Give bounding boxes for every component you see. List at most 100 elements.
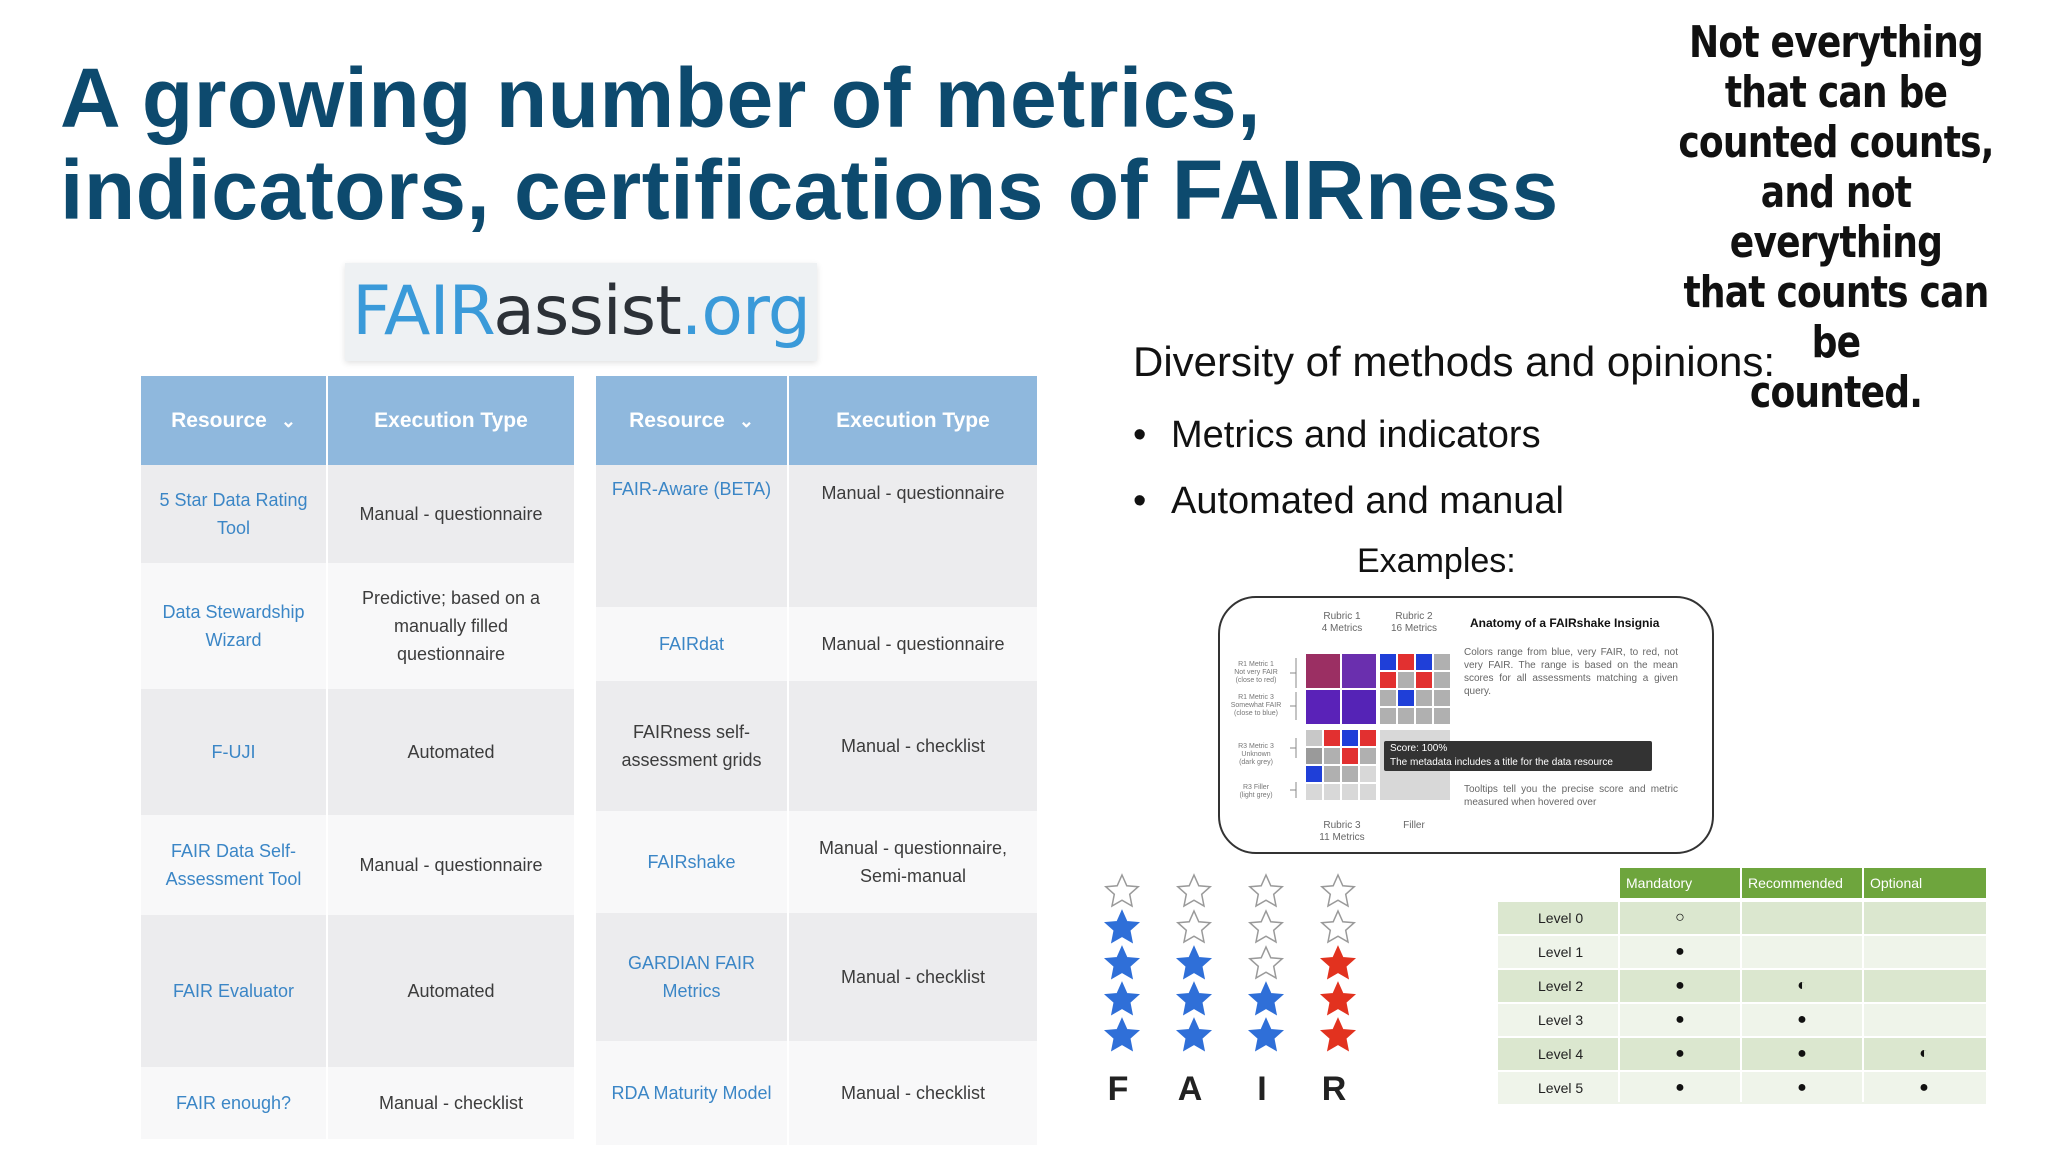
- level-label: Level 2: [1538, 978, 1584, 994]
- empty-star-icon: [1321, 910, 1355, 943]
- header-label: Execution Type: [836, 408, 990, 432]
- resource-link[interactable]: RDA Maturity Model: [596, 1041, 789, 1145]
- metric-label: R3 Metric 3 Unknown (dark grey): [1238, 743, 1274, 766]
- column-header-resource[interactable]: Resource ⌄: [141, 376, 328, 465]
- resource-table-right: Resource ⌄ Execution Type FAIR-Aware (BET…: [596, 376, 1039, 1145]
- column-header-resource[interactable]: Resource ⌄: [596, 376, 789, 465]
- filled-star-icon: [1177, 946, 1211, 979]
- diversity-heading: Diversity of methods and opinions:: [1133, 338, 1775, 385]
- resource-link[interactable]: FAIRdat: [596, 607, 789, 681]
- resource-link[interactable]: FAIRshake: [596, 811, 789, 913]
- insignia-tooltip-description: Tooltips tell you the precise score and …: [1464, 784, 1678, 808]
- table-row: FAIR Evaluator Automated: [141, 915, 576, 1067]
- quote-line: that counts can be: [1683, 267, 1989, 368]
- empty-star-icon: [1249, 910, 1283, 943]
- empty-star-icon: [1105, 874, 1139, 907]
- levels-row: Level 1 ●: [1498, 936, 1986, 968]
- levels-header-recommended: Recommended: [1742, 868, 1862, 898]
- quote-line: that can be: [1724, 67, 1948, 118]
- bullet-dot: •: [1133, 414, 1147, 456]
- metric-label: R1 Metric 3 Somewhat FAIR (close to blue…: [1230, 694, 1282, 717]
- header-label: Execution Type: [374, 408, 528, 432]
- execution-type: Predictive; based on a manually filled q…: [327, 563, 576, 689]
- mandatory-mark: ●: [1675, 1079, 1685, 1096]
- logo-part: .org: [680, 272, 811, 351]
- header-label: Resource: [629, 408, 725, 432]
- table-row: FAIR enough? Manual - checklist: [141, 1067, 576, 1139]
- level-label: Level 3: [1538, 1012, 1584, 1028]
- metric-label: R1 Metric 1 Not very FAIR (close to red): [1234, 661, 1278, 684]
- insignia-graphic: [1290, 654, 1450, 800]
- insignia-panel: [1218, 596, 1714, 854]
- resource-link[interactable]: FAIR Evaluator: [141, 915, 328, 1067]
- fair-letter-a: A: [1177, 1070, 1203, 1108]
- insignia-description: Colors range from blue, very FAIR, to re…: [1464, 647, 1678, 697]
- execution-type: Manual - checklist: [327, 1067, 576, 1139]
- resource-link[interactable]: 5 Star Data Rating Tool: [141, 465, 328, 563]
- resource-link[interactable]: FAIRness self-assessment grids: [596, 681, 789, 811]
- examples-label: Examples:: [1357, 542, 1516, 580]
- tooltip-score: Score: 100%: [1390, 743, 1448, 754]
- level-label: Level 0: [1538, 910, 1584, 926]
- table-row: 5 Star Data Rating Tool Manual - questio…: [141, 465, 576, 563]
- filled-star-icon: [1249, 982, 1283, 1015]
- execution-type: Manual - questionnaire: [327, 465, 576, 563]
- bullet-item: • Automated and manual: [1133, 480, 1564, 523]
- level-label: Level 1: [1538, 944, 1584, 960]
- optional-mark: ◐: [1919, 1045, 1929, 1062]
- logo-part: assist: [493, 272, 682, 351]
- empty-star-icon: [1177, 874, 1211, 907]
- table-row: GARDIAN FAIR Metrics Manual - checklist: [596, 913, 1039, 1041]
- table-row: Data Stewardship Wizard Predictive; base…: [141, 563, 576, 689]
- slide-title: A growing number of metrics, indicators,…: [60, 51, 1559, 237]
- filler-label: Filler: [1403, 820, 1425, 831]
- logo-part: FAIR: [352, 272, 494, 351]
- filled-star-icon: [1249, 1018, 1283, 1051]
- resource-link[interactable]: GARDIAN FAIR Metrics: [596, 913, 789, 1041]
- rubric2-label: Rubric 2 16 Metrics: [1390, 611, 1438, 634]
- execution-type: Automated: [327, 689, 576, 815]
- filled-star-icon: [1321, 946, 1355, 979]
- quote-line: counted counts,: [1678, 117, 1994, 168]
- bullet-item: • Metrics and indicators: [1133, 414, 1541, 457]
- quote-line: Not everything: [1689, 17, 1984, 68]
- execution-type: Manual - checklist: [788, 1041, 1039, 1145]
- insignia-tooltip: Score: 100% The metadata includes a titl…: [1384, 741, 1652, 771]
- level-label: Level 5: [1538, 1080, 1584, 1096]
- empty-star-icon: [1249, 874, 1283, 907]
- table-row: FAIR Data Self-Assessment Tool Manual - …: [141, 815, 576, 915]
- resource-link[interactable]: FAIR enough?: [141, 1067, 328, 1139]
- filled-star-icon: [1321, 982, 1355, 1015]
- fair-letter-r: R: [1321, 1070, 1347, 1108]
- execution-type: Manual - questionnaire: [327, 815, 576, 915]
- resource-table-left: Resource ⌄ Execution Type 5 Star Data Rat…: [141, 376, 576, 1139]
- resource-link[interactable]: FAIR-Aware (BETA): [596, 465, 789, 607]
- metric-label: R3 Filler (light grey): [1239, 784, 1273, 799]
- quote-line: counted.: [1749, 367, 1923, 418]
- table-row: F-UJI Automated: [141, 689, 576, 815]
- filled-star-icon: [1105, 946, 1139, 979]
- empty-star-icon: [1249, 946, 1283, 979]
- execution-type: Manual - questionnaire, Semi-manual: [788, 811, 1039, 913]
- bullet-text: Metrics and indicators: [1171, 414, 1541, 456]
- rubric3-label: Rubric 3 11 Metrics: [1319, 820, 1365, 843]
- resource-link[interactable]: Data Stewardship Wizard: [141, 563, 328, 689]
- table-row: FAIRdat Manual - questionnaire: [596, 607, 1039, 681]
- levels-divider: [1618, 868, 1620, 1102]
- table-row: FAIR-Aware (BETA) Manual - questionnaire: [596, 465, 1039, 607]
- mandatory-mark: ●: [1675, 977, 1685, 994]
- levels-row: Level 4 ● ● ◐: [1498, 1038, 1986, 1070]
- quote: Not everything that can be counted count…: [1675, 18, 1996, 418]
- resource-link[interactable]: FAIR Data Self-Assessment Tool: [141, 815, 328, 915]
- level-label: Level 4: [1538, 1046, 1584, 1062]
- filled-star-icon: [1105, 910, 1139, 943]
- mandatory-mark: ●: [1675, 943, 1685, 960]
- recommended-mark: ●: [1797, 1079, 1807, 1096]
- table-row: FAIRness self-assessment grids Manual - …: [596, 681, 1039, 811]
- levels-row: Level 5 ● ● ●: [1498, 1072, 1986, 1104]
- execution-type: Manual - checklist: [788, 913, 1039, 1041]
- chevron-down-icon: ⌄: [280, 410, 296, 431]
- table-row: FAIRshake Manual - questionnaire, Semi-m…: [596, 811, 1039, 913]
- resource-link[interactable]: F-UJI: [141, 689, 328, 815]
- column-header-execution-type: Execution Type: [327, 376, 576, 465]
